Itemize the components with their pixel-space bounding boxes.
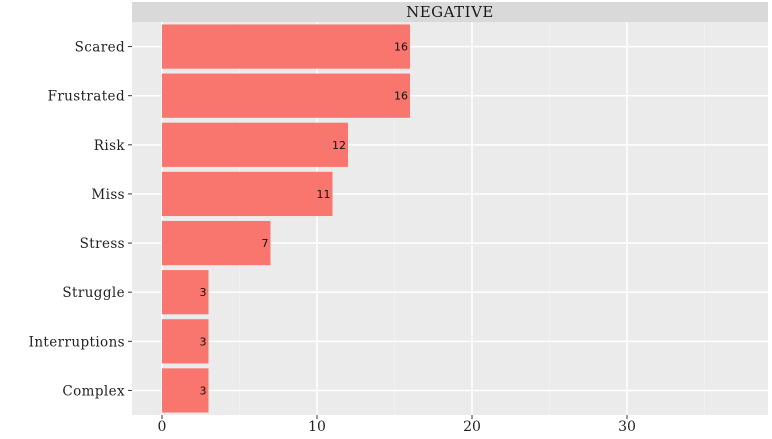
bar — [162, 270, 209, 315]
bar — [162, 319, 209, 364]
data-label: 11 — [317, 188, 331, 201]
category-label: Struggle — [62, 285, 125, 301]
category-label: Risk — [94, 138, 126, 154]
category-label: Scared — [75, 40, 125, 56]
bar — [162, 368, 209, 413]
bar — [162, 220, 271, 266]
bar — [162, 24, 410, 69]
x-tick-label: 20 — [463, 419, 481, 435]
category-label: Interruptions — [29, 334, 125, 350]
x-tick-label: 30 — [618, 419, 636, 435]
category-label: Frustrated — [48, 89, 125, 105]
category-label: Miss — [91, 187, 125, 203]
bar — [162, 122, 348, 167]
data-label: 7 — [262, 237, 269, 250]
x-tick-label: 0 — [158, 419, 167, 435]
facet-strip — [132, 2, 768, 22]
data-label: 3 — [200, 384, 207, 397]
bar — [162, 73, 410, 118]
y-axis: Scared Frustrated Risk Miss Stress Struggle In… — [29, 40, 132, 399]
data-label: 3 — [200, 335, 207, 348]
data-labels: 16 16 12 11 7 3 3 3 — [200, 41, 409, 398]
x-axis: 0 10 20 30 — [158, 415, 636, 435]
facet-title: NEGATIVE — [406, 3, 494, 21]
x-tick-label: 10 — [308, 419, 326, 435]
data-label: 16 — [394, 90, 408, 103]
bars — [162, 24, 410, 413]
bar — [162, 171, 333, 217]
category-label: Complex — [62, 383, 125, 399]
data-label: 3 — [200, 286, 207, 299]
data-label: 16 — [394, 41, 408, 54]
category-label: Stress — [80, 236, 125, 252]
data-label: 12 — [332, 139, 346, 152]
